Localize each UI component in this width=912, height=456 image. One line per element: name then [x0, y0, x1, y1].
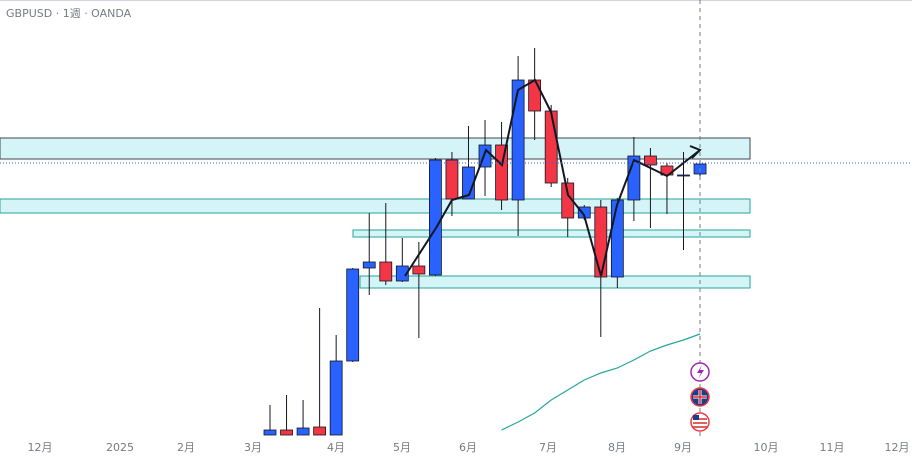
zone — [352, 229, 751, 238]
x-tick-label: 11月 — [820, 441, 845, 454]
x-tick-label: 5月 — [393, 441, 411, 454]
us-canton — [693, 415, 699, 420]
candles — [263, 48, 707, 436]
x-tick-label: 9月 — [674, 441, 692, 454]
candle-body — [528, 79, 542, 112]
event-icons — [690, 362, 710, 432]
candle-body — [561, 182, 575, 219]
zone — [359, 275, 751, 289]
candle-body — [544, 110, 558, 184]
candle-body — [379, 261, 393, 282]
wave-arrow — [689, 145, 702, 159]
lightning — [697, 365, 704, 379]
x-tick-label: 2月 — [177, 441, 195, 454]
x-tick-label: 8月 — [608, 441, 626, 454]
candle-body — [296, 427, 310, 436]
candle-body — [362, 261, 376, 269]
candle-body — [677, 174, 690, 177]
x-tick-label: 7月 — [539, 441, 557, 454]
candle-body — [610, 199, 624, 278]
candle-body — [445, 159, 459, 200]
candle-body — [511, 79, 525, 201]
x-tick-label: 2025 — [106, 441, 134, 454]
candle-body — [644, 155, 657, 166]
candle-body — [428, 159, 442, 276]
x-tick-label: 4月 — [327, 441, 345, 454]
x-tick-label: 6月 — [459, 441, 477, 454]
candle-body — [412, 265, 426, 275]
candle-body — [329, 360, 343, 436]
zone — [0, 137, 751, 160]
candle-body — [594, 206, 608, 278]
zone — [0, 198, 751, 214]
x-tick-label: 10月 — [754, 441, 779, 454]
candle-body — [495, 144, 508, 201]
moving-average — [501, 333, 701, 431]
chart-title: GBPUSD · 1週 · OANDA — [6, 7, 132, 20]
x-tick-label: 12月 — [885, 441, 910, 454]
uk-cross-red — [693, 390, 707, 404]
x-tick-label: 3月 — [244, 441, 262, 454]
candle-body — [313, 426, 327, 436]
candle-body — [346, 268, 360, 362]
candle-body — [280, 429, 293, 436]
candle-body — [263, 429, 277, 436]
candle-body — [395, 265, 409, 282]
wave-drawing — [404, 78, 701, 277]
x-tick-label: 12月 — [28, 441, 53, 454]
moving-average-layer — [501, 333, 701, 431]
